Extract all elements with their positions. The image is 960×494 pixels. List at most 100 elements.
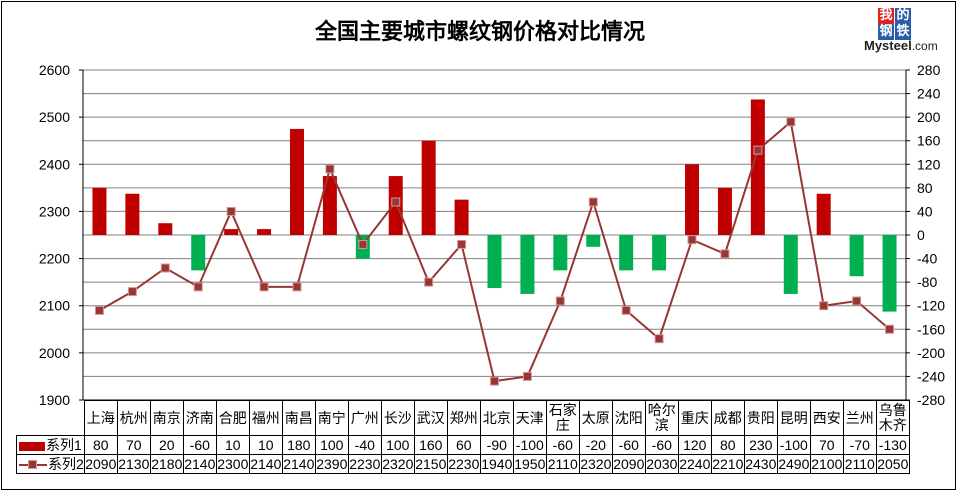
category-label: 西安 xyxy=(809,400,844,436)
series1-value: -130 xyxy=(875,435,910,455)
series1-value: -100 xyxy=(776,435,811,455)
series2-value: 1950 xyxy=(512,454,547,474)
series2-value: 2030 xyxy=(644,454,679,474)
right-axis-label: 160 xyxy=(917,133,941,149)
line-marker xyxy=(358,239,368,249)
category-label: 上海 xyxy=(83,400,118,436)
bar xyxy=(224,229,239,235)
category-label: 沈阳 xyxy=(611,400,646,436)
series2-value: 2100 xyxy=(809,454,844,474)
line-marker xyxy=(160,263,170,273)
category-label: 广州 xyxy=(347,400,382,436)
category-label: 贵阳 xyxy=(743,400,778,436)
category-label: 北京 xyxy=(479,400,514,436)
left-axis-label: 2500 xyxy=(39,109,70,125)
line-marker xyxy=(654,334,664,344)
bar xyxy=(652,235,667,271)
legend-series1-label: 系列1 xyxy=(46,437,82,453)
category-label: 兰州 xyxy=(842,400,877,436)
bar xyxy=(454,199,469,235)
series2-value: 2090 xyxy=(83,454,118,474)
category-label: 济南 xyxy=(182,400,217,436)
right-axis-label: -240 xyxy=(917,368,945,384)
line-marker xyxy=(786,117,796,127)
line-marker xyxy=(457,239,467,249)
series1-value: 10 xyxy=(248,435,283,455)
right-axis-label: -160 xyxy=(917,321,945,337)
bar xyxy=(619,235,634,271)
logo-char: 铁 xyxy=(895,24,911,40)
line-marker xyxy=(555,296,565,306)
series1-value: 70 xyxy=(809,435,844,455)
line-marker xyxy=(127,287,137,297)
line-marker xyxy=(720,249,730,259)
right-axis-label: -40 xyxy=(917,251,937,267)
category-label: 长沙 xyxy=(380,400,415,436)
category-label: 南宁 xyxy=(314,400,349,436)
category-label: 合肥 xyxy=(215,400,250,436)
line-marker xyxy=(819,301,829,311)
series1-value: -90 xyxy=(479,435,514,455)
bar xyxy=(125,193,140,235)
series2-value: 2130 xyxy=(116,454,151,474)
series1-value: -60 xyxy=(545,435,580,455)
series2-value: 2110 xyxy=(545,454,580,474)
series2-value: 2430 xyxy=(743,454,778,474)
bar xyxy=(685,164,700,235)
category-label: 福州 xyxy=(248,400,283,436)
category-row: 上海 杭州 南京 济南 合肥 福州 南昌 南宁 广州 长沙 武汉 郑州 北京 天津 石家庄太原 沈阳 哈尔滨重庆… xyxy=(16,400,910,436)
line-marker-swatch-icon xyxy=(19,460,47,470)
mysteel-logo: 我 的 钢 铁 Mysteel.com xyxy=(864,8,950,53)
line-marker xyxy=(226,206,236,216)
series1-value: 230 xyxy=(743,435,778,455)
series1-value: 80 xyxy=(83,435,118,455)
series1-value: 10 xyxy=(215,435,250,455)
category-label: 郑州 xyxy=(446,400,481,436)
series2-value: 2320 xyxy=(380,454,415,474)
right-axis-label: 80 xyxy=(917,180,933,196)
bar-swatch-icon xyxy=(19,441,45,451)
category-label: 武汉 xyxy=(413,400,448,436)
bar xyxy=(882,235,897,312)
series2-value: 2140 xyxy=(248,454,283,474)
category-label: 太原 xyxy=(578,400,613,436)
series1-value: -100 xyxy=(512,435,547,455)
bar xyxy=(322,176,337,235)
line-marker xyxy=(522,371,532,381)
series2-value: 2140 xyxy=(182,454,217,474)
series2-value: 2180 xyxy=(149,454,184,474)
right-axis-label: 240 xyxy=(917,86,941,102)
line-marker xyxy=(852,296,862,306)
logo-char: 我 xyxy=(878,8,894,24)
bar xyxy=(289,128,304,235)
line-marker xyxy=(325,164,335,174)
bar xyxy=(849,235,864,277)
logo-brand: Mysteel.com xyxy=(864,38,938,53)
series2-value: 2090 xyxy=(611,454,646,474)
category-label: 杭州 xyxy=(116,400,151,436)
legend-series1: 系列1 xyxy=(16,435,85,455)
series2-value: 2230 xyxy=(347,454,382,474)
right-axis-labels: 280 240 200 160 120 80 40 0 -40 -80 -120 -160 -200 -2… xyxy=(917,62,945,408)
series2-value: 2240 xyxy=(677,454,712,474)
left-axis-label: 2200 xyxy=(39,251,70,267)
line-marker xyxy=(687,235,697,245)
line-marker xyxy=(259,282,269,292)
bar xyxy=(421,140,436,235)
series1-value: 60 xyxy=(446,435,481,455)
bar xyxy=(158,223,173,235)
series2-value: 2490 xyxy=(776,454,811,474)
series1-value: 100 xyxy=(380,435,415,455)
series1-value: 100 xyxy=(314,435,349,455)
right-axis-label: 200 xyxy=(917,109,941,125)
series1-value: -60 xyxy=(644,435,679,455)
series2-value: 2140 xyxy=(281,454,316,474)
bar xyxy=(257,229,272,235)
line-marker xyxy=(94,305,104,315)
logo-brand-name: Mysteel xyxy=(864,38,912,53)
series1-value: 20 xyxy=(149,435,184,455)
category-label: 乌鲁 木齐 xyxy=(875,400,910,436)
series1-value: 120 xyxy=(677,435,712,455)
category-label: 南京 xyxy=(149,400,184,436)
series2-value: 1940 xyxy=(479,454,514,474)
